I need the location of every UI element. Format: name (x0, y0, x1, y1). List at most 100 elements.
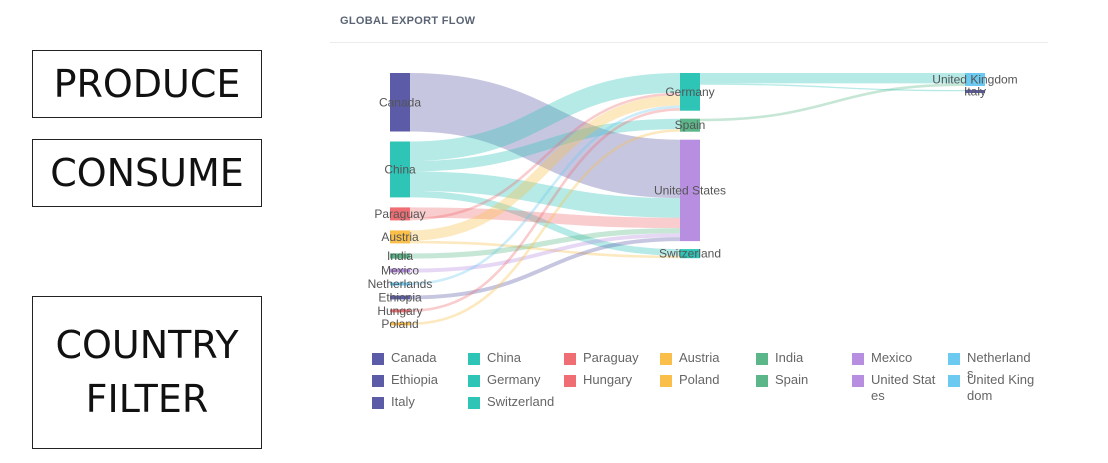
flow-netherlands-to-germany (409, 105, 681, 286)
legend-swatch (660, 375, 672, 387)
flow-china-to-spain (409, 118, 681, 172)
legend-label: Austria (679, 350, 720, 365)
legend-swatch (948, 353, 960, 365)
legend-swatch (468, 353, 480, 365)
sankey-chart: Canada China Paraguay Austria IndiaMexicoNet… (368, 73, 1018, 331)
node-label-germany: Germany (665, 85, 714, 99)
flow-mexico-to-united-states (409, 233, 681, 273)
country-filter-button[interactable]: COUNTRY FILTER (32, 296, 262, 449)
node-hungary (390, 309, 410, 313)
node-germany (680, 73, 700, 111)
legend-swatch (852, 353, 864, 365)
legend-label: Italy (391, 394, 415, 409)
title-divider (330, 42, 1048, 43)
legend-item[interactable]: Spain (756, 372, 846, 388)
node-poland (390, 322, 410, 326)
node-united-kingdom (965, 73, 985, 86)
chart-legend: Canada China Paraguay Austria India Mexico Net… (372, 350, 1092, 460)
legend-label: United Kingdom (967, 372, 1035, 403)
node-label-austria: Austria (381, 230, 419, 244)
legend-item[interactable]: United Kingdom (948, 372, 1038, 404)
node-label-china: China (384, 162, 416, 176)
legend-swatch (468, 375, 480, 387)
legend-swatch (948, 375, 960, 387)
legend-item[interactable]: Mexico (852, 350, 942, 366)
legend-swatch (372, 375, 384, 387)
flow-canada-to-united-states (409, 73, 681, 199)
legend-item[interactable]: India (756, 350, 846, 366)
consume-label: CONSUME (50, 151, 244, 195)
node-label-india: India (387, 249, 413, 263)
legend-swatch (852, 375, 864, 387)
node-paraguay (390, 207, 410, 221)
legend-label: Mexico (871, 350, 913, 365)
flow-paraguay-to-united-states (409, 207, 681, 229)
node-label-hungary: Hungary (377, 304, 422, 318)
node-label-switzerland: Switzerland (659, 247, 721, 261)
node-india (390, 253, 410, 259)
node-label-mexico: Mexico (381, 264, 419, 278)
legend-item[interactable]: Hungary (564, 372, 654, 388)
node-label-netherlands: Netherlands (368, 277, 433, 291)
legend-label: China (487, 350, 521, 365)
node-label-paraguay: Paraguay (374, 207, 425, 221)
legend-item[interactable]: Netherlands (948, 350, 1038, 382)
legend-item[interactable]: Paraguay (564, 350, 654, 366)
flow-austria-to-germany (409, 95, 681, 241)
legend-label: Ethiopia (391, 372, 438, 387)
legend-label: Germany (487, 372, 541, 387)
flow-india-to-united-states (409, 228, 681, 259)
legend-item[interactable]: Ethiopia (372, 372, 462, 388)
node-label-poland: Poland (381, 317, 418, 331)
flow-china-to-united-states (409, 171, 681, 218)
node-china (390, 141, 410, 198)
legend-item[interactable]: Switzerland (468, 394, 558, 410)
node-italy (965, 90, 985, 93)
flow-poland-to-spain (409, 129, 681, 325)
node-label-ethiopia: Ethiopia (378, 290, 422, 304)
node-united-states (680, 139, 700, 242)
legend-label: Hungary (583, 372, 633, 387)
node-label-united-states: United States (654, 183, 726, 197)
node-ethiopia (390, 295, 410, 300)
legend-label: United States (871, 372, 936, 403)
legend-label: Paraguay (583, 350, 639, 365)
legend-swatch (660, 353, 672, 365)
legend-item[interactable]: Austria (660, 350, 750, 366)
node-spain (680, 118, 700, 132)
legend-item[interactable]: Italy (372, 394, 462, 410)
legend-item[interactable]: Germany (468, 372, 558, 388)
node-label-canada: Canada (379, 95, 421, 109)
legend-swatch (564, 375, 576, 387)
flow-china-to-switzerland (409, 190, 681, 256)
flow-paraguay-to-germany (409, 92, 681, 221)
consume-button[interactable]: CONSUME (32, 139, 262, 207)
legend-label: Poland (679, 372, 720, 387)
legend-label: Netherlands (967, 350, 1031, 381)
legend-swatch (564, 353, 576, 365)
node-canada (390, 73, 410, 132)
chart-title: GLOBAL EXPORT FLOW (340, 15, 476, 27)
legend-item[interactable]: Canada (372, 350, 462, 366)
node-label-spain: Spain (675, 118, 706, 132)
node-netherlands (390, 282, 410, 286)
produce-label: PRODUCE (53, 62, 241, 106)
flow-hungary-to-germany (409, 108, 681, 312)
legend-item[interactable]: China (468, 350, 558, 366)
legend-label: Switzerland (487, 394, 555, 409)
legend-swatch (756, 353, 768, 365)
produce-button[interactable]: PRODUCE (32, 50, 262, 118)
legend-item[interactable]: United States (852, 372, 942, 404)
legend-swatch (372, 353, 384, 365)
node-mexico (390, 268, 410, 273)
flow-china-to-germany (409, 73, 681, 161)
country-filter-label-line2: FILTER (85, 376, 209, 421)
legend-item[interactable]: Poland (660, 372, 750, 388)
node-austria (390, 230, 410, 244)
flow-spain-to-united-kingdom (699, 83, 966, 122)
node-label-italy: Italy (964, 85, 986, 99)
flow-ethiopia-to-united-states (409, 237, 681, 300)
node-label-united-kingdom: United Kingdom (932, 73, 1017, 87)
legend-swatch (756, 375, 768, 387)
legend-swatch (372, 397, 384, 409)
